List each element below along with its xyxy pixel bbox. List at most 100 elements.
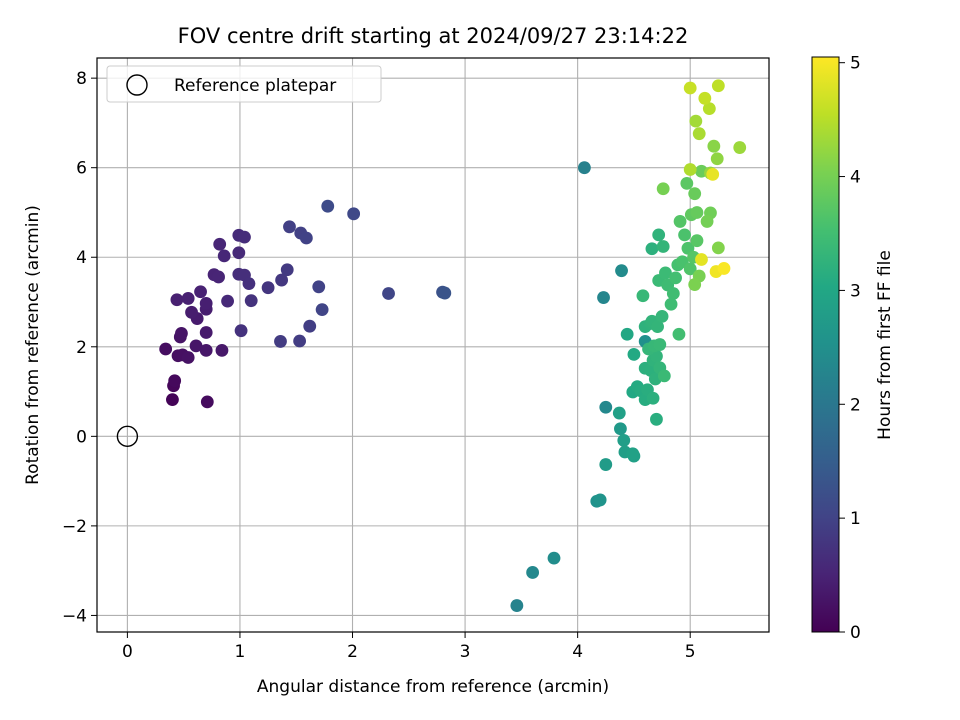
data-point [683,163,697,176]
y-tick-label: 2 [76,338,87,358]
data-points [159,79,747,612]
data-point [651,320,664,334]
data-point [673,215,687,228]
data-point [199,296,213,310]
data-point [170,293,184,307]
data-point [293,334,307,348]
data-point [615,264,628,278]
data-point [299,231,313,245]
data-point [645,242,659,256]
data-point [238,230,251,244]
data-point [683,262,697,276]
data-point [733,141,747,154]
data-point [627,348,641,361]
plot-frame [96,57,770,633]
data-point [690,234,704,248]
data-point [283,220,296,234]
colorbar-tick-label: 1 [850,509,861,529]
data-point [599,400,613,414]
data-point [652,228,666,242]
y-axis-label: Rotation from reference (arcmin) [23,205,43,485]
y-tick-label: 4 [76,248,87,268]
data-point [280,263,294,277]
data-point [717,262,731,275]
data-point [199,326,213,339]
data-point [221,294,234,308]
data-point [617,433,631,447]
data-point [577,161,591,175]
data-point [683,81,697,95]
data-point [438,286,452,300]
data-point [657,369,671,383]
y-tick-label: 6 [76,159,87,179]
data-point [382,287,395,300]
data-point [692,127,706,141]
data-point [181,351,195,364]
x-tick-label: 5 [685,642,696,662]
data-point [547,551,561,565]
data-point [217,249,231,263]
data-point [510,599,524,612]
data-point [242,277,256,291]
data-point [656,240,670,253]
data-point [612,406,626,420]
colorbar-gradient [811,56,840,633]
data-point [656,182,670,196]
data-point [212,270,225,284]
data-point [680,176,694,190]
data-point [168,374,182,388]
data-point [698,91,712,105]
data-point [672,327,686,341]
data-point [303,319,317,333]
data-point [689,114,703,128]
data-point [159,342,173,356]
legend: Reference platepar [106,65,382,103]
x-tick-label: 3 [460,642,471,662]
data-point [614,422,627,436]
data-point [650,412,663,426]
data-point [315,303,329,317]
data-point [275,273,289,287]
data-point [215,343,229,357]
data-point [666,287,680,300]
x-tick-label: 1 [235,642,246,662]
data-point [620,327,634,341]
data-point [347,207,361,221]
data-point [655,309,669,323]
data-point [234,324,248,338]
y-tick-label: 8 [76,69,87,89]
data-point [707,139,721,153]
colorbar-tick-label: 4 [850,168,861,188]
data-point [710,152,724,166]
data-point [312,280,326,294]
y-tick-label: −4 [62,606,87,626]
x-axis-label: Angular distance from reference (arcmin) [257,677,609,697]
data-point [593,493,607,507]
data-point [194,285,207,299]
data-point [669,271,682,285]
colorbar-label: Hours from first FF file [875,250,895,440]
data-point [175,326,188,340]
data-point [706,168,720,181]
y-axis-ticks: −4 −2 0 2 4 6 8 [62,69,97,626]
colorbar-tick-label: 0 [850,623,861,643]
data-point [688,278,702,291]
data-point [199,343,213,357]
colorbar-ticks: 0 1 2 3 4 5 [839,54,861,643]
data-point [599,458,613,471]
data-point [653,338,667,351]
x-tick-label: 0 [122,642,133,662]
legend-entry-label: Reference platepar [174,76,336,96]
data-point [526,566,540,579]
data-point [166,393,179,407]
x-tick-label: 4 [572,642,583,662]
legend-marker-circle-icon [126,74,148,96]
x-axis-ticks: 0 1 2 3 4 5 [122,632,696,662]
data-point [244,294,258,308]
data-point [321,199,335,213]
data-point [695,253,708,266]
colorbar-tick-label: 2 [850,395,861,415]
colorbar-tick-label: 5 [850,54,861,74]
chart-title: FOV centre drift starting at 2024/09/27 … [178,24,689,48]
